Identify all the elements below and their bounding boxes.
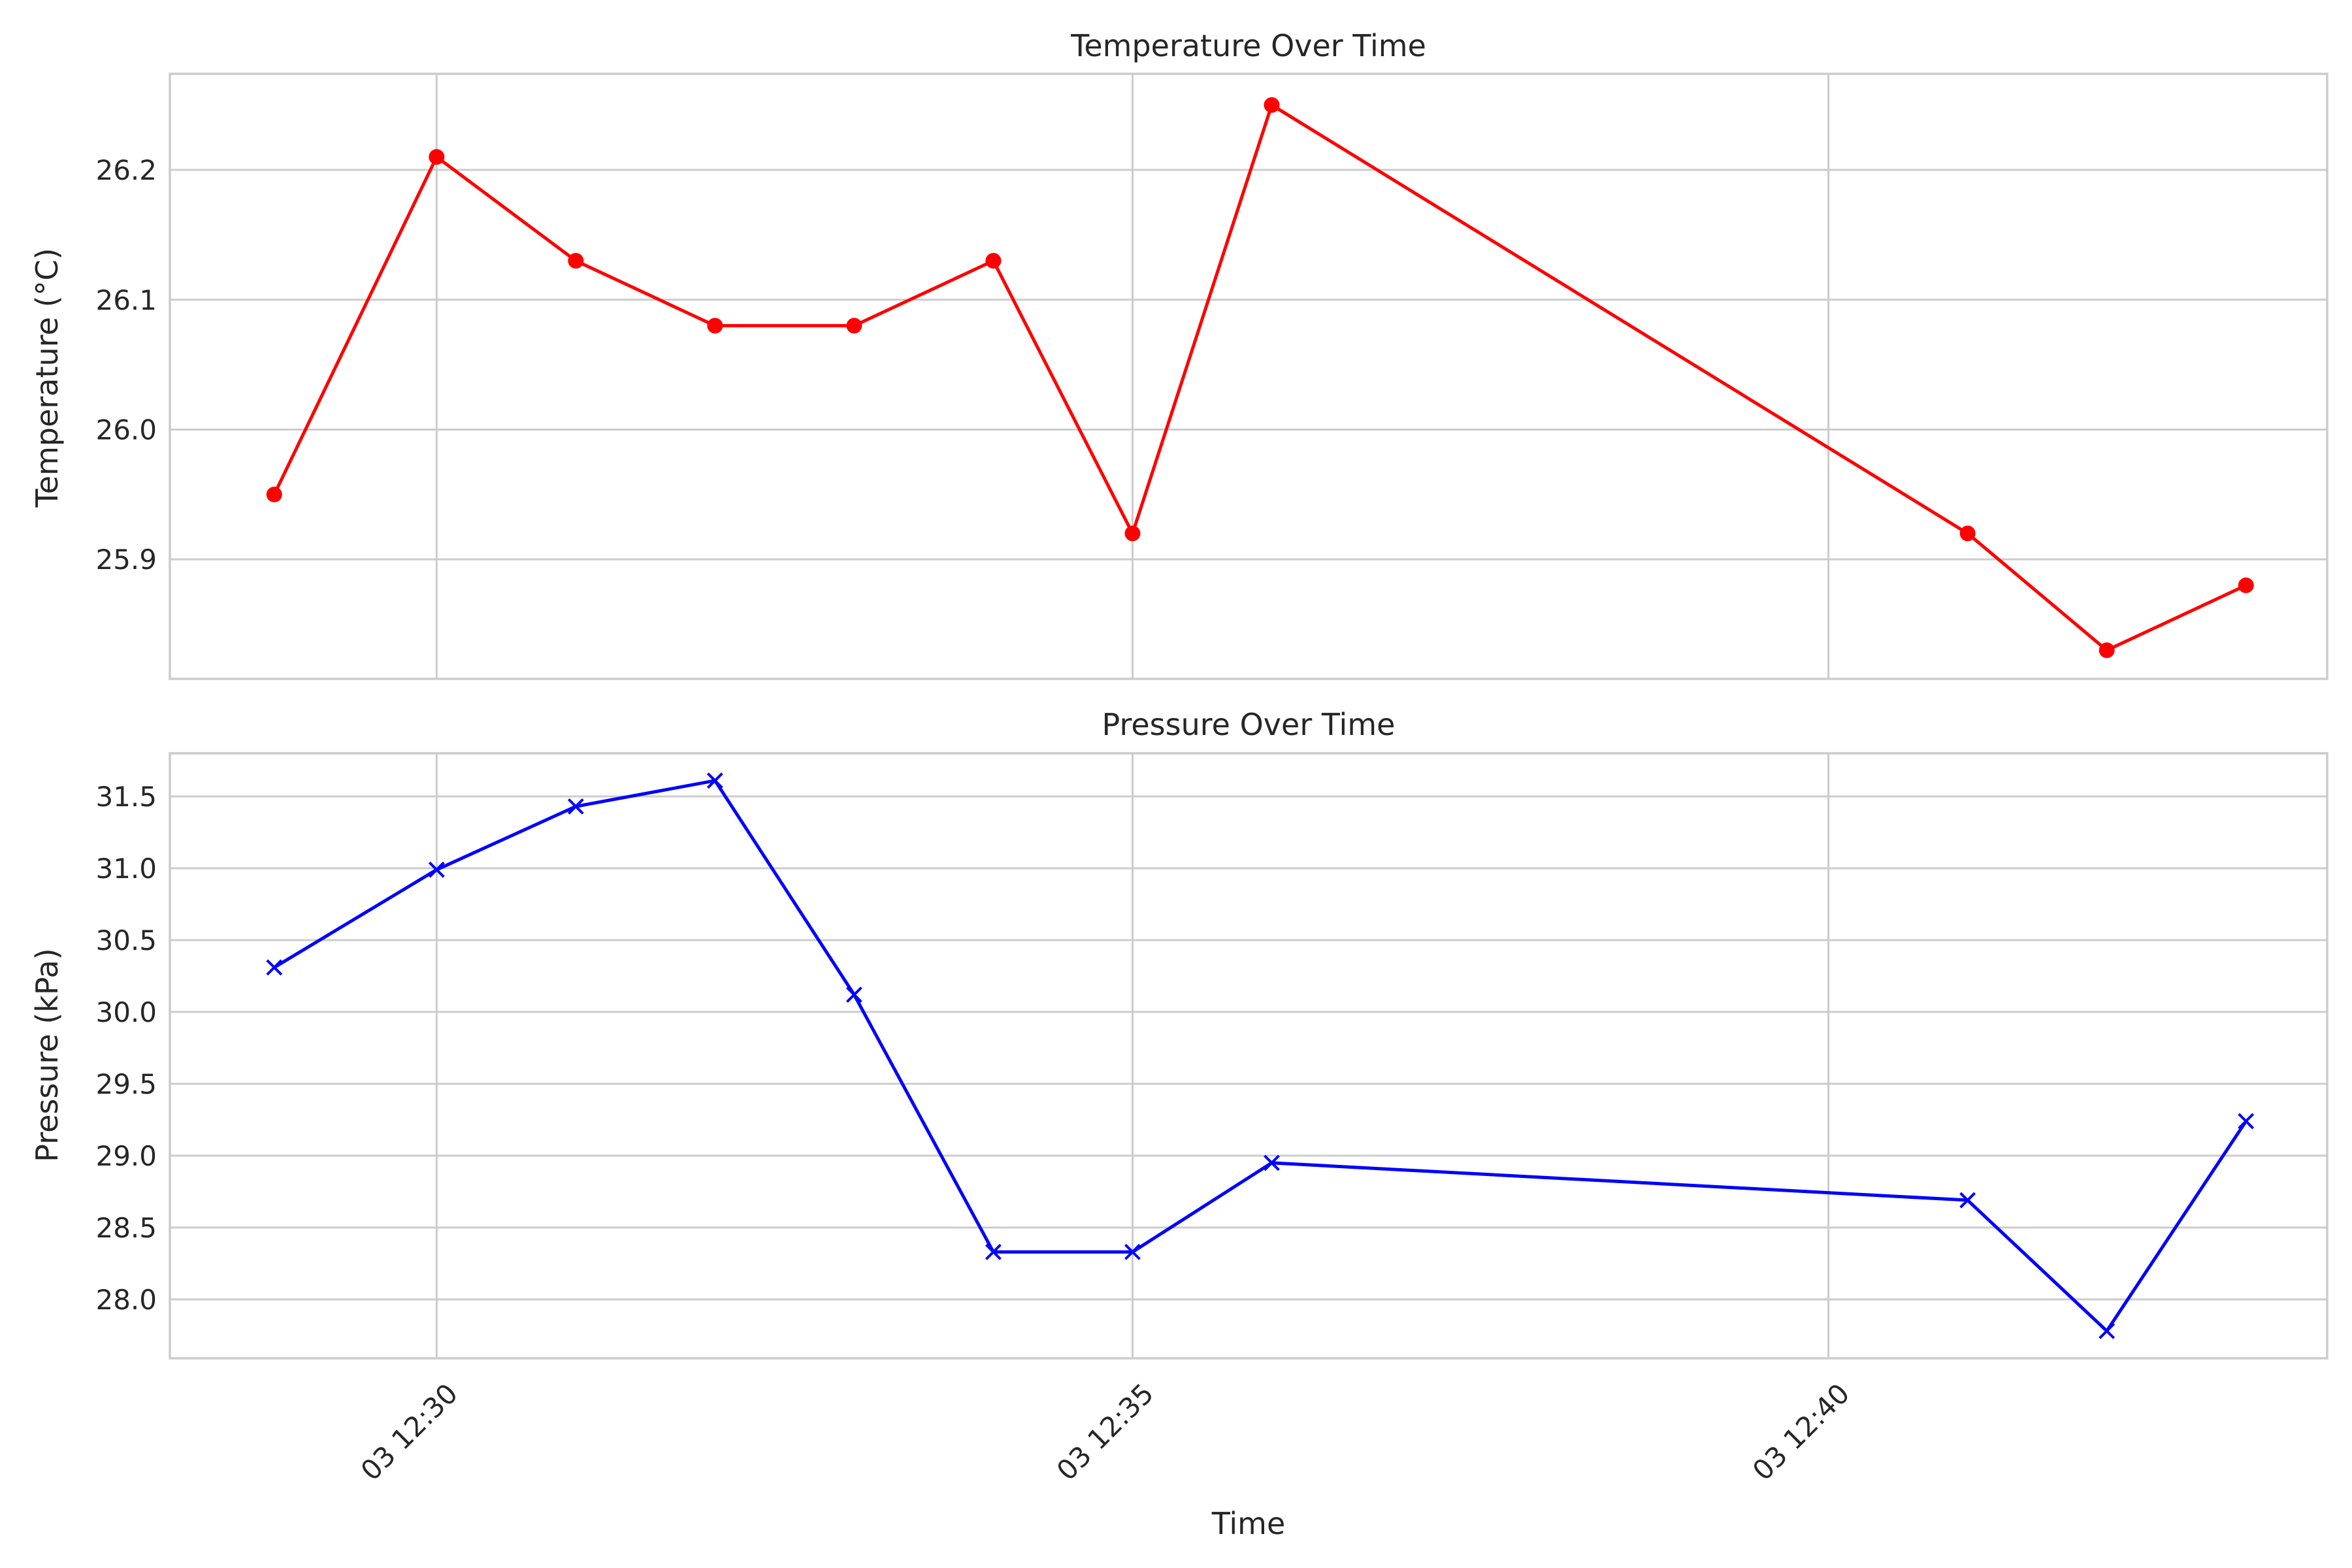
temperature-panel: Temperature Over Time Temperature (°C) 2… <box>29 28 2328 680</box>
y-tick-label: 25.9 <box>95 544 157 576</box>
data-point <box>985 1243 1002 1260</box>
data-point <box>1264 1154 1280 1171</box>
temperature-series <box>266 97 2254 659</box>
data-point <box>1124 525 1141 542</box>
data-point <box>429 149 445 165</box>
temperature-grid <box>170 74 2327 679</box>
data-point <box>985 253 1002 269</box>
data-point <box>706 772 723 789</box>
data-point <box>2099 642 2115 659</box>
y-tick-label: 28.0 <box>95 1284 157 1316</box>
data-point <box>1264 97 1280 113</box>
data-point <box>266 486 282 502</box>
data-point <box>266 959 283 976</box>
data-point <box>567 798 584 815</box>
y-tick-label: 26.0 <box>95 414 157 446</box>
pressure-y-axis-label: Pressure (kPa) <box>29 948 65 1162</box>
data-point <box>1959 1192 1976 1209</box>
data-point <box>2238 1113 2255 1130</box>
data-point <box>845 987 862 1003</box>
pressure-series <box>266 772 2255 1339</box>
data-point <box>707 318 723 334</box>
data-point <box>428 861 445 878</box>
temperature-plot-frame <box>169 73 2328 680</box>
pressure-grid <box>170 753 2327 1358</box>
data-point <box>2099 1322 2115 1339</box>
x-axis-label: Time <box>1211 1506 1286 1541</box>
y-tick-label: 26.1 <box>95 284 157 316</box>
pressure-panel: Pressure Over Time Pressure (kPa) Time 2… <box>29 707 2328 1541</box>
y-tick-label: 31.0 <box>95 853 157 885</box>
data-point <box>568 253 584 269</box>
pressure-chart-title: Pressure Over Time <box>1102 707 1396 742</box>
data-point <box>846 318 862 334</box>
temperature-y-ticks: 25.9 26.0 26.1 26.2 <box>95 154 157 576</box>
y-tick-label: 29.0 <box>95 1140 157 1172</box>
temperature-chart-title: Temperature Over Time <box>1070 28 1426 63</box>
y-tick-label: 30.0 <box>95 996 157 1028</box>
data-point <box>2238 577 2254 593</box>
pressure-plot-frame <box>169 752 2328 1360</box>
temperature-y-axis-label: Temperature (°C) <box>29 248 65 508</box>
data-point <box>1124 1243 1141 1260</box>
y-tick-label: 26.2 <box>95 154 157 186</box>
data-point <box>1959 525 1976 542</box>
pressure-y-ticks: 28.0 28.5 29.0 29.5 30.0 30.5 31.0 31.5 <box>95 781 157 1316</box>
y-tick-label: 29.5 <box>95 1068 157 1100</box>
y-tick-label: 30.5 <box>95 924 157 956</box>
y-tick-label: 31.5 <box>95 781 157 813</box>
y-tick-label: 28.5 <box>95 1212 157 1244</box>
